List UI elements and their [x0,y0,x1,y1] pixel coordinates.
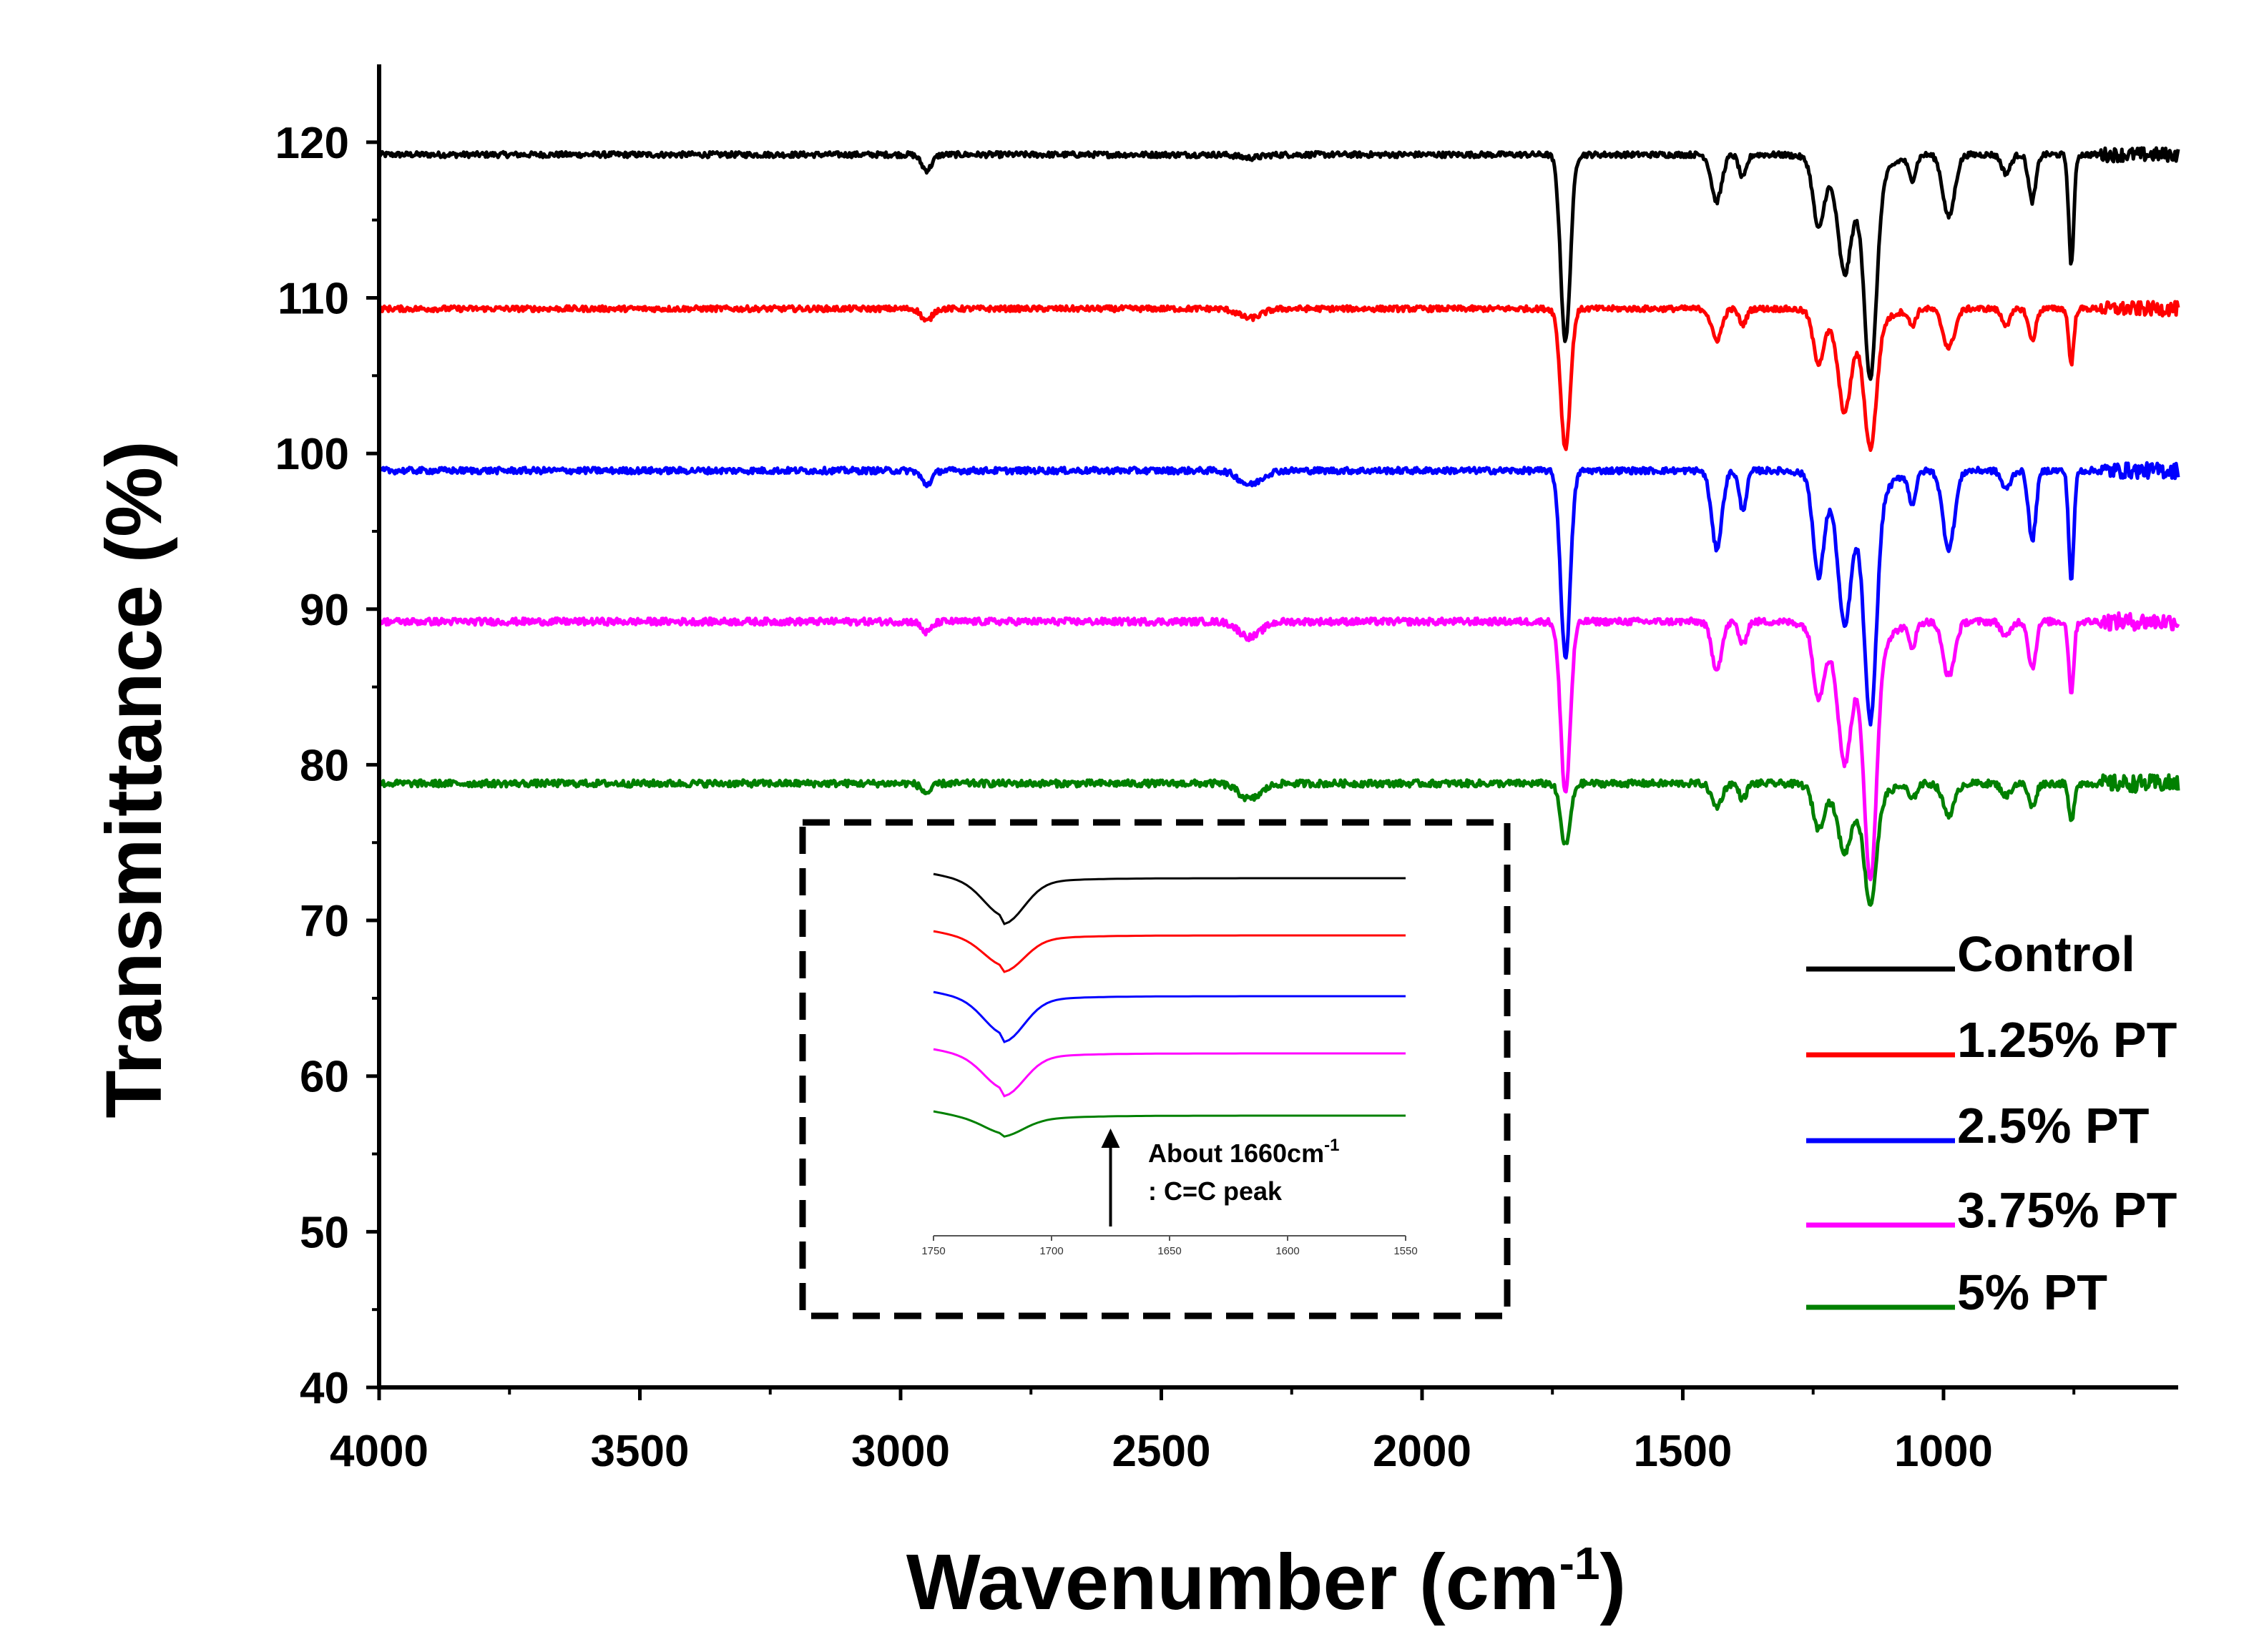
legend-label-1: 1.25% PT [1957,1012,2177,1068]
series-line-2 [378,461,2180,727]
inset-series-line-0 [933,872,1406,925]
inset-series-line-1 [933,930,1406,973]
x-tick-label: 1500 [1633,1427,1732,1476]
y-tick-label: 90 [300,586,349,635]
annotation-arrowhead [1101,1129,1120,1148]
y-tick-label: 40 [300,1364,349,1413]
x-tick-label: 3500 [591,1427,690,1476]
inset-series-line-3 [933,1048,1406,1098]
inset-frame [799,819,1511,1319]
legend: Control 1.25% PT 2.5% PT 3.75% PT 5% PT [1806,926,2177,1320]
legend-label-3: 3.75% PT [1957,1182,2177,1238]
annotation-line-1: About 1660cm-1 [1148,1136,1339,1168]
inset-x-tick-label: 1650 [1157,1245,1181,1257]
inset-x-tick-label: 1750 [921,1245,945,1257]
plot-area [377,146,2180,907]
x-tick-label: 2500 [1112,1427,1211,1476]
inset-x-tick-label: 1700 [1039,1245,1063,1257]
y-axis-title: Transmittance (%) [90,441,178,1118]
legend-label-0: Control [1957,926,2135,982]
inset-x-tick-label: 1600 [1275,1245,1299,1257]
inset-series-line-4 [933,1110,1406,1138]
series-line-0 [377,146,2180,381]
inset-series-line-2 [933,990,1406,1043]
axes: 40 50 60 70 80 90 100 110 120 4000 3500 3000 2500 200… [275,64,2178,1476]
series-line-3 [377,611,2180,882]
y-tick-label: 120 [275,119,349,168]
inset-zoom: 1750 1700 1650 1600 1550 About 1660cm-1 : C=C … [799,819,1511,1319]
y-tick-label: 50 [300,1208,349,1257]
y-tick-label: 110 [278,274,349,323]
x-tick-label: 1000 [1894,1427,1993,1476]
legend-label-2: 2.5% PT [1957,1098,2149,1154]
y-tick-label: 70 [300,897,349,946]
legend-label-4: 5% PT [1957,1264,2107,1320]
y-tick-label: 80 [300,741,349,790]
x-tick-label: 4000 [330,1427,428,1476]
inset-x-tick-label: 1550 [1393,1245,1417,1257]
y-tick-label: 100 [275,430,349,479]
series-line-4 [378,773,2180,907]
x-tick-label: 3000 [851,1427,950,1476]
series-line-1 [377,300,2180,452]
x-tick-label: 2000 [1373,1427,1471,1476]
x-axis-title: Wavenumber (cm-1) [906,1538,1626,1626]
annotation-line-2: : C=C peak [1148,1176,1283,1206]
y-tick-label: 60 [300,1053,349,1102]
